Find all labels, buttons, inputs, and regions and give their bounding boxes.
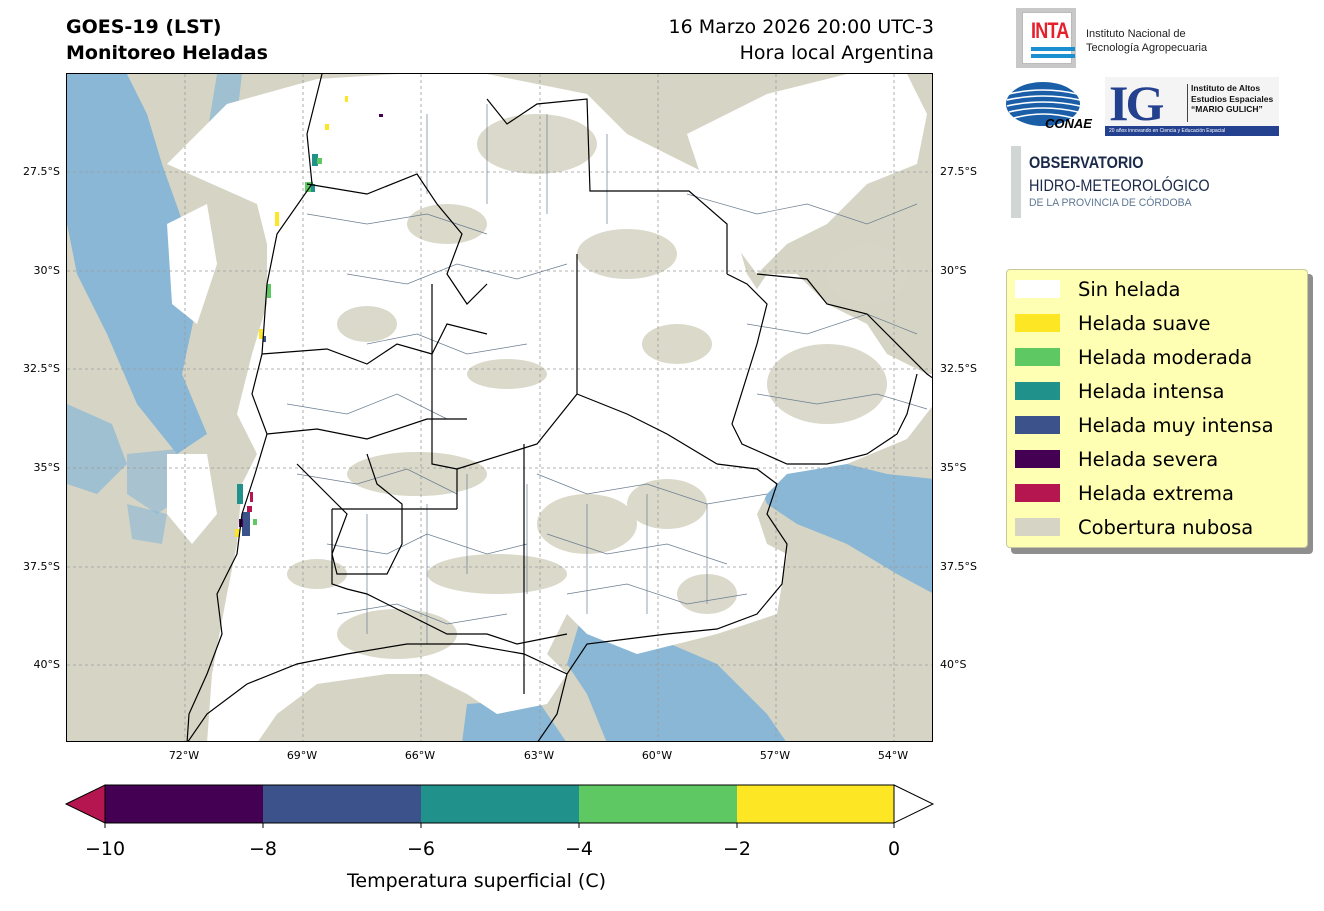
colorbar-graphic [64,784,935,828]
lat-label-left-37-5: 37.5°S [23,560,60,573]
legend-label: Helada muy intensa [1078,413,1274,437]
legend-item-helada-moderada: Helada moderada [1015,345,1252,369]
legend-label: Helada extrema [1078,481,1234,505]
ig-band: 20 años innovando en Ciencia y Educación… [1105,126,1279,136]
legend-label: Helada suave [1078,311,1211,335]
lat-label-right-32-5: 32.5°S [940,362,977,375]
colorbar-segment-suave [737,785,894,823]
conae-word: CONAE [1045,116,1092,131]
colorbar-segment-severa [105,785,263,823]
map-subtitle: Monitoreo Heladas [66,42,268,64]
legend-swatch [1015,382,1060,400]
lat-label-right-37-5: 37.5°S [940,560,977,573]
legend-swatch [1015,450,1060,468]
ig-gulich-logo: IG Instituto de Altos Estudios Espaciale… [1105,75,1279,136]
legend-item-cobertura-nubosa: Cobertura nubosa [1015,515,1253,539]
legend-label: Sin helada [1078,277,1181,301]
date-block: 16 Marzo 2026 20:00 UTC-3 Hora local Arg… [560,14,935,66]
map-canvas [67,74,932,741]
colorbar-segment-moderada [579,785,737,823]
lat-label-right-35: 35°S [940,461,967,474]
colorbar-tick-0: 0 [887,838,901,860]
inta-name-line2: Tecnología Agropecuaria [1086,42,1208,54]
lon-label-63w: 63°W [523,749,555,762]
lat-label-right-40: 40°S [940,658,967,671]
lat-label-left-35: 35°S [33,461,60,474]
colorbar [64,784,938,828]
lon-label-57w: 57°W [759,749,791,762]
inta-name: Instituto Nacional de Tecnología Agropec… [1086,27,1207,55]
lon-label-60w: 60°W [641,749,673,762]
inta-logo: INTA [1016,8,1076,68]
lat-label-left-32-5: 32.5°S [23,362,60,375]
ig-line3: “MARIO GULICH” [1191,104,1263,114]
inta-logo-word: INTA [1031,18,1069,43]
observatorio-line2: HIDRO-METEOROLÓGICO [1029,176,1210,195]
lat-label-right-27-5: 27.5°S [940,165,977,178]
colorbar-tick-minus-2: −2 [722,838,751,860]
legend-label: Helada intensa [1078,379,1225,403]
legend: Sin helada Helada suave Helada moderada … [1006,269,1308,548]
colorbar-axis-label: Temperatura superficial (C) [347,870,607,892]
lat-label-right-30: 30°S [940,264,967,277]
map-title: GOES-19 (LST) [66,16,222,38]
legend-swatch [1015,416,1060,434]
legend-swatch [1015,518,1060,536]
colorbar-tick-minus-6: −6 [406,838,435,860]
colorbar-tick-minus-10: −10 [84,838,126,860]
legend-item-helada-suave: Helada suave [1015,311,1211,335]
legend-item-helada-muy-intensa: Helada muy intensa [1015,413,1274,437]
legend-item-sin-helada: Sin helada [1015,277,1180,301]
legend-item-helada-extrema: Helada extrema [1015,481,1234,505]
lat-label-left-40: 40°S [33,658,60,671]
legend-label: Cobertura nubosa [1078,515,1254,539]
graticule [67,74,932,741]
frost-map [66,73,933,742]
lon-label-72w: 72°W [168,749,200,762]
lon-label-54w: 54°W [877,749,909,762]
ig-line1: Instituto de Altos [1191,83,1261,93]
legend-label: Helada severa [1078,447,1219,471]
observatorio-bar [1011,146,1021,218]
legend-label: Helada moderada [1078,345,1253,369]
province-boundaries [186,74,932,741]
lat-label-left-27-5: 27.5°S [23,165,60,178]
colorbar-under-triangle [64,784,106,824]
legend-swatch [1015,348,1060,366]
legend-swatch [1015,484,1060,502]
ig-line2: Estudios Espaciales [1191,93,1274,104]
ig-institute-name: Instituto de Altos Estudios Espaciales “… [1191,83,1273,115]
colorbar-tick-minus-4: −4 [564,838,593,860]
colorbar-over-triangle [893,784,935,824]
lon-label-69w: 69°W [286,749,318,762]
lat-label-left-30: 30°S [33,264,60,277]
lon-label-66w: 66°W [404,749,436,762]
colorbar-segment-muy-intensa [263,785,421,823]
title-block: GOES-19 (LST) Monitoreo Heladas [66,14,268,66]
legend-swatch [1015,280,1060,298]
legend-swatch [1015,314,1060,332]
coastline [537,463,788,741]
conae-logo [1005,80,1089,132]
observatorio-line1: OBSERVATORIO [1029,153,1144,172]
timezone-note: Hora local Argentina [739,42,934,64]
colorbar-tick-minus-8: −8 [248,838,277,860]
observatorio-line3: DE LA PROVINCIA DE CÓRDOBA [1029,197,1192,209]
colorbar-segment-intensa [421,785,579,823]
ig-letters: IG [1109,75,1164,131]
legend-item-helada-severa: Helada severa [1015,447,1218,471]
department-boundaries [286,104,928,644]
legend-item-helada-intensa: Helada intensa [1015,379,1224,403]
inta-name-line1: Instituto Nacional de [1086,28,1186,40]
date-time: 16 Marzo 2026 20:00 UTC-3 [668,16,935,38]
